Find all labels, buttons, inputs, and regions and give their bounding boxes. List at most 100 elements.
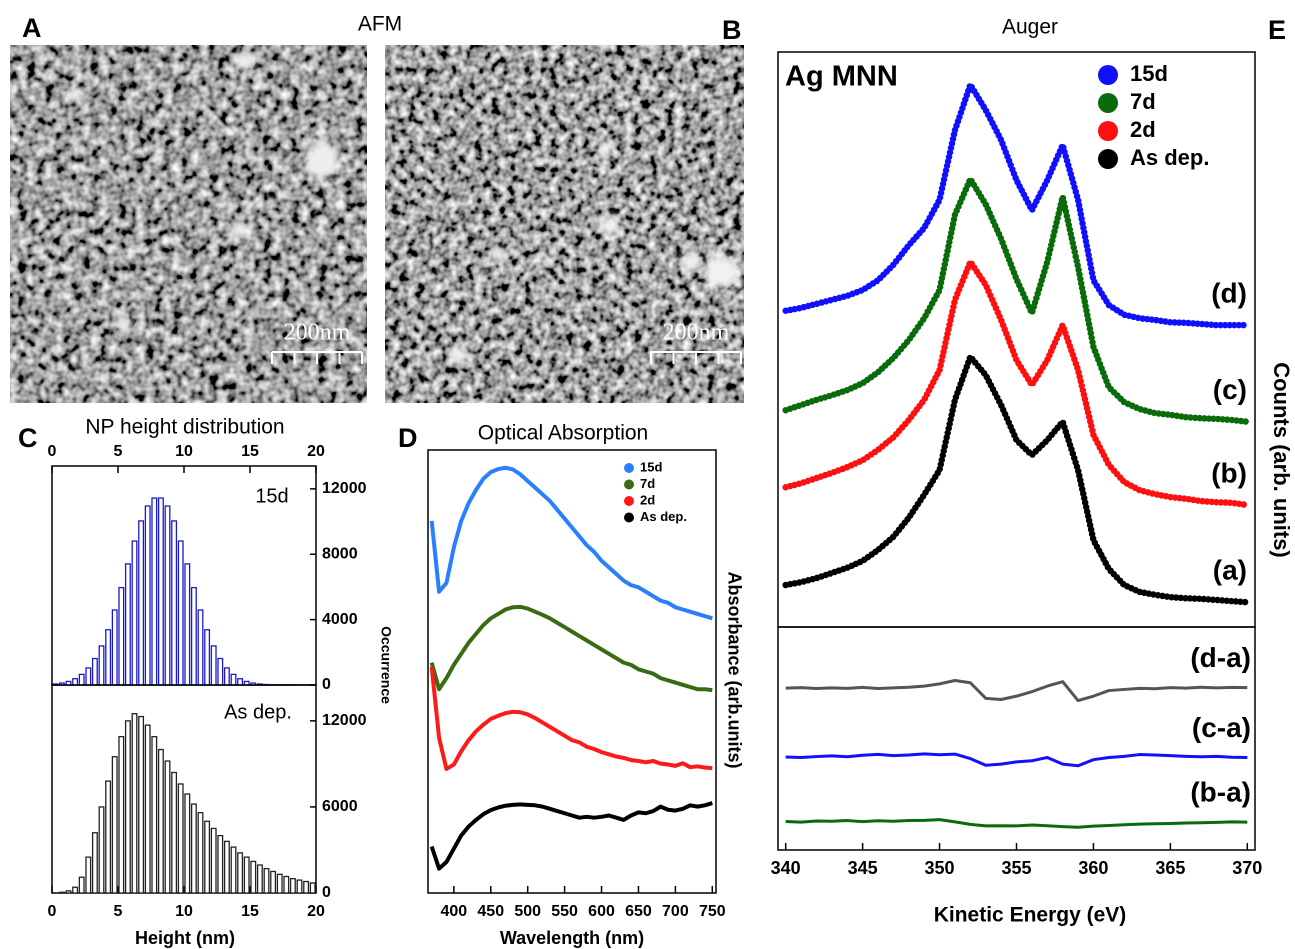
histogram-bar xyxy=(65,890,72,894)
histogram-bar xyxy=(230,846,237,894)
histogram-bar xyxy=(184,793,191,894)
x-tick-label: 370 xyxy=(1232,858,1262,878)
histogram-bar xyxy=(270,870,277,894)
curve-label: (c-a) xyxy=(1192,712,1251,743)
histogram-bar xyxy=(309,882,316,894)
histogram-bar xyxy=(237,852,244,894)
histogram-bar xyxy=(177,783,184,894)
plot-frame xyxy=(427,449,717,894)
x-tick-label: 0 xyxy=(48,443,57,460)
afm-image: 200nm xyxy=(385,45,744,403)
annotation: Ag MNN xyxy=(785,61,898,93)
legend-marker xyxy=(624,479,634,490)
afm-particles xyxy=(449,142,739,364)
afm-texture xyxy=(10,45,367,403)
histogram-bar xyxy=(124,563,131,686)
legend-label: 2d xyxy=(640,492,655,507)
histogram-bar xyxy=(197,812,204,894)
histogram-bar xyxy=(98,806,105,894)
x-tick-label: 345 xyxy=(848,858,878,878)
chart-title: NP height distribution xyxy=(85,416,284,439)
y-axis-label: Counts (arb. units) xyxy=(1269,362,1294,558)
y-axis-label: Absorbance (arb.units) xyxy=(724,571,744,768)
chart-title: Optical Absorption xyxy=(478,422,648,445)
histogram-bar xyxy=(72,678,79,686)
curve-label: (b-a) xyxy=(1190,777,1251,808)
x-axis-label: Kinetic Energy (eV) xyxy=(934,904,1127,927)
curve-label: (a) xyxy=(1213,555,1247,586)
histogram-bar xyxy=(138,715,145,894)
histogram-bar xyxy=(276,873,283,894)
histogram-bar xyxy=(98,645,105,686)
afm-image: 200nm xyxy=(10,45,367,403)
x-tick-label: 10 xyxy=(175,903,193,920)
panel-letter: D xyxy=(398,423,418,453)
x-tick-label: 450 xyxy=(477,903,504,920)
chart-title: Auger xyxy=(1002,16,1058,39)
series-line xyxy=(782,175,1251,425)
histogram-bar xyxy=(118,586,125,686)
series-line xyxy=(785,818,1248,829)
histogram-bar xyxy=(124,720,131,894)
histogram-bar xyxy=(296,879,303,894)
legend-label: As dep. xyxy=(1130,145,1209,170)
x-tick-label: 700 xyxy=(662,903,689,920)
legend-marker xyxy=(1098,65,1118,85)
histogram-bar xyxy=(243,856,250,894)
series-line xyxy=(782,81,1251,329)
x-axis-label: Wavelength (nm) xyxy=(500,928,644,948)
x-tick-label: 355 xyxy=(1001,858,1031,878)
histogram-bar xyxy=(184,563,191,686)
x-tick-label: 20 xyxy=(307,903,325,920)
series-line xyxy=(785,752,1248,768)
legend-marker xyxy=(1098,121,1118,141)
scale-bar-ticks xyxy=(271,352,363,364)
panel-letter: B xyxy=(722,15,742,45)
y-tick-label: 12000 xyxy=(322,480,367,497)
histogram-bar xyxy=(111,609,118,686)
legend-label: 2d xyxy=(1130,117,1156,142)
histogram-bar xyxy=(157,748,164,894)
series-line xyxy=(429,666,713,771)
series-line xyxy=(429,801,713,871)
histogram-bar xyxy=(131,713,138,894)
histogram-bar xyxy=(263,867,270,894)
y-tick-label: 12000 xyxy=(322,712,367,729)
curve-label: (d-a) xyxy=(1190,642,1251,673)
histogram-bar xyxy=(237,678,244,686)
x-tick-label: 340 xyxy=(771,858,801,878)
legend-marker xyxy=(624,512,634,523)
x-tick-label: 360 xyxy=(1078,858,1108,878)
series-line xyxy=(429,465,713,621)
x-tick-label: 600 xyxy=(588,903,615,920)
histogram-bar xyxy=(197,609,204,686)
histogram-bar xyxy=(171,771,178,894)
series-line xyxy=(782,353,1251,606)
histogram-bar xyxy=(144,724,151,894)
histogram-bar xyxy=(204,820,211,894)
histogram-bar xyxy=(151,735,158,894)
curve-label: (c) xyxy=(1213,374,1247,405)
histogram-bar xyxy=(164,760,171,894)
histogram-bar xyxy=(230,673,237,686)
histogram-bar xyxy=(289,878,296,894)
plot-frame xyxy=(777,51,1256,628)
y-tick-label: 8000 xyxy=(322,545,358,562)
x-tick-label: 550 xyxy=(551,903,578,920)
legend-label: 15d xyxy=(640,459,662,474)
histogram-bar xyxy=(111,756,118,894)
panel-letter: A xyxy=(22,13,42,43)
legend-label: As dep. xyxy=(640,509,687,524)
histogram-bar xyxy=(91,657,98,686)
plot-frame xyxy=(777,626,1256,851)
histogram-bar xyxy=(91,832,98,894)
legend-marker xyxy=(624,463,634,473)
y-tick-label: 4000 xyxy=(322,611,358,628)
panel-letter: E xyxy=(1268,15,1286,45)
curve-label: (d) xyxy=(1211,278,1247,309)
afm-texture xyxy=(385,45,744,403)
histogram-bar xyxy=(217,834,224,894)
histogram-bar xyxy=(58,891,65,894)
panel-letter: C xyxy=(18,423,38,453)
histogram-bar xyxy=(217,657,224,686)
